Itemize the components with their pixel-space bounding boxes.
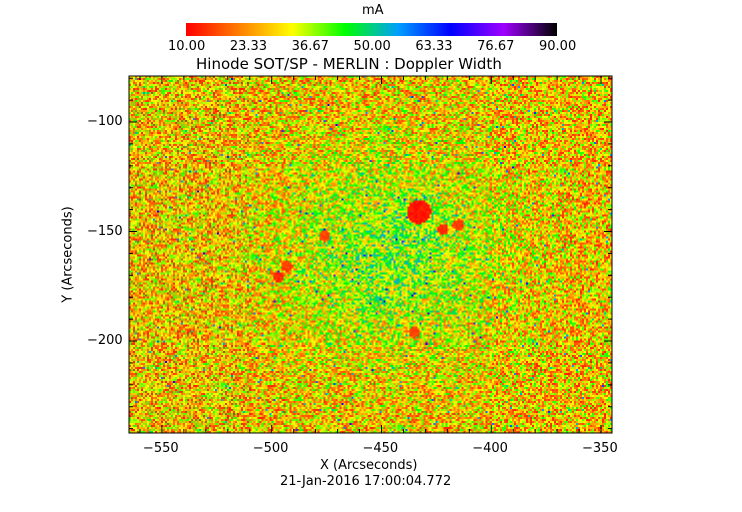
colorbar-tick-label: 23.33	[229, 39, 268, 54]
colorbar-tick-label: 90.00	[539, 39, 577, 54]
colorbar-tick-label: 63.33	[415, 39, 453, 54]
footer-timestamp: 21-Jan-2016 17:00:04.772	[280, 474, 452, 489]
x-tick-label: −400	[472, 441, 508, 456]
x-tick-label: −550	[142, 441, 179, 456]
colorbar-tick-label: 36.67	[291, 39, 329, 54]
y-tick-label: −200	[87, 333, 123, 348]
y-tick-label: −100	[87, 113, 123, 129]
colorbar-label: mA	[362, 3, 384, 18]
colorbar-tick-label: 50.00	[353, 39, 391, 54]
plot-frame	[128, 75, 613, 434]
y-tick-label: −150	[87, 223, 123, 239]
plot-title: Hinode SOT/SP - MERLIN : Doppler Width	[196, 55, 502, 73]
x-tick-label: −450	[362, 441, 399, 456]
x-axis-label: X (Arcseconds)	[320, 458, 418, 473]
y-axis-label: Y (Arcseconds)	[60, 206, 76, 303]
colorbar	[186, 23, 557, 36]
doppler-width-map	[129, 76, 612, 433]
x-tick-label: −500	[252, 441, 289, 456]
x-tick-label: −350	[582, 441, 618, 456]
colorbar-tick-label: 76.67	[477, 39, 515, 54]
colorbar-tick-label: 10.00	[168, 39, 206, 54]
